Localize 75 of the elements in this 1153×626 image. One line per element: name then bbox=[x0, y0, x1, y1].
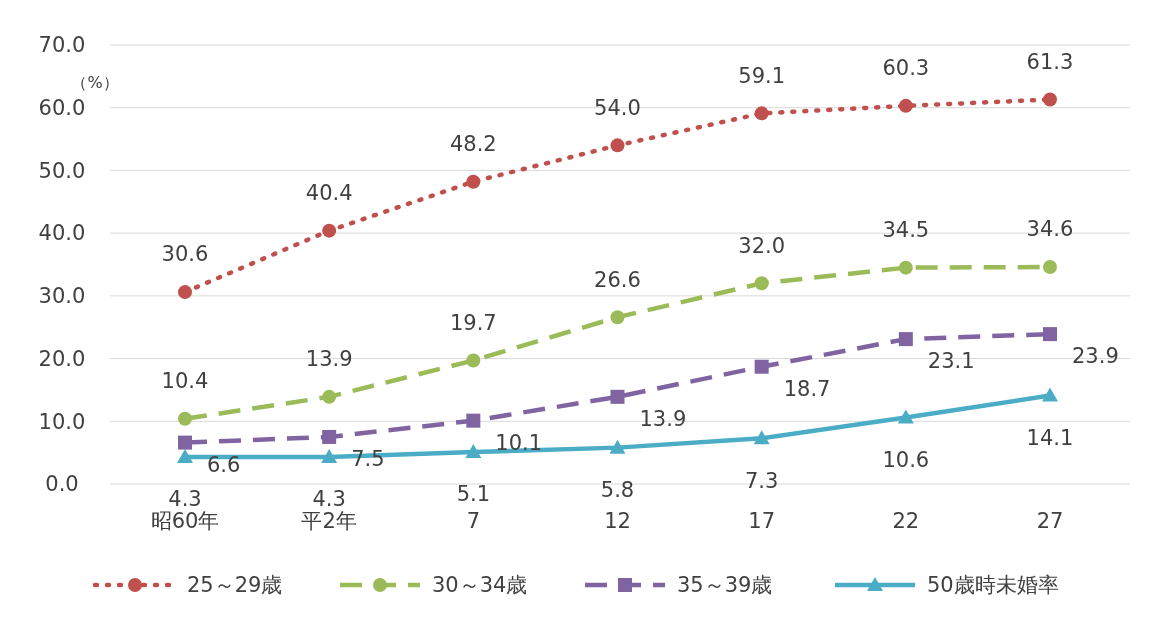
x-tick-label: 27 bbox=[1036, 509, 1064, 533]
data-label: 18.7 bbox=[783, 377, 831, 402]
point bbox=[898, 98, 913, 113]
legend-label: 25～29歳 bbox=[187, 573, 283, 598]
point bbox=[1043, 327, 1057, 342]
data-label: 10.4 bbox=[161, 369, 209, 394]
point bbox=[466, 353, 481, 368]
legend-label: 35～39歳 bbox=[677, 573, 773, 598]
data-label: 32.0 bbox=[738, 233, 786, 258]
legend-label: 50歳時未婚率 bbox=[927, 573, 1059, 598]
point bbox=[754, 106, 769, 121]
point bbox=[898, 260, 913, 275]
point bbox=[322, 389, 337, 404]
data-label: 26.6 bbox=[594, 267, 641, 292]
point bbox=[466, 174, 481, 189]
data-label: 4.3 bbox=[168, 487, 202, 512]
x-tick-label: 昭60年 bbox=[150, 509, 220, 533]
point bbox=[1043, 92, 1057, 107]
legend-label: 30～34歳 bbox=[432, 573, 528, 598]
point bbox=[321, 449, 338, 464]
x-tick-label: 平2年 bbox=[301, 509, 357, 533]
y-tick-label: 60.0 bbox=[38, 96, 86, 121]
data-label: 10.1 bbox=[495, 431, 543, 456]
y-tick-label: 40.0 bbox=[38, 221, 86, 246]
data-label: 5.1 bbox=[456, 482, 491, 507]
point bbox=[177, 449, 193, 464]
point bbox=[609, 439, 626, 454]
data-label: 13.9 bbox=[639, 407, 687, 432]
data-label: 30.6 bbox=[161, 242, 209, 267]
point bbox=[754, 276, 769, 291]
x-tick-label: 7 bbox=[466, 509, 481, 533]
y-tick-label: 50.0 bbox=[38, 158, 86, 183]
point bbox=[897, 409, 914, 424]
data-label: 10.6 bbox=[882, 447, 930, 472]
point bbox=[610, 310, 625, 325]
point bbox=[178, 411, 192, 426]
x-tick-label: 17 bbox=[748, 509, 776, 533]
x-tick-label: 12 bbox=[604, 509, 631, 533]
data-label: 54.0 bbox=[594, 95, 641, 120]
x-tick-label: 22 bbox=[892, 509, 920, 533]
y-tick-label: 20.0 bbox=[38, 346, 86, 371]
data-label: 6.6 bbox=[207, 452, 241, 477]
point bbox=[466, 413, 481, 428]
point bbox=[610, 389, 625, 404]
data-label: 4.3 bbox=[312, 487, 346, 512]
y-tick-label: 0.0 bbox=[45, 472, 79, 497]
data-label: 7.3 bbox=[744, 468, 779, 493]
data-label: 5.8 bbox=[600, 477, 635, 502]
y-tick-label: 70.0 bbox=[38, 33, 86, 58]
point bbox=[178, 285, 192, 300]
data-label: 34.5 bbox=[882, 217, 930, 242]
y-tick-label: 30.0 bbox=[38, 284, 86, 309]
data-label: 19.7 bbox=[449, 310, 497, 335]
data-label: 13.9 bbox=[305, 347, 353, 372]
data-label: 48.2 bbox=[449, 132, 497, 157]
data-label: 14.1 bbox=[1026, 425, 1074, 450]
point bbox=[1043, 260, 1057, 275]
data-label: 60.3 bbox=[882, 56, 930, 81]
point bbox=[753, 430, 770, 445]
point bbox=[610, 138, 625, 153]
y-tick-label: 10.0 bbox=[38, 409, 86, 434]
point bbox=[754, 359, 769, 374]
data-label: 34.6 bbox=[1026, 217, 1074, 242]
point bbox=[178, 435, 192, 450]
data-label: 23.9 bbox=[1072, 344, 1119, 369]
point bbox=[322, 223, 337, 238]
y-axis-title: （%） bbox=[71, 73, 119, 92]
data-label: 59.1 bbox=[738, 63, 786, 88]
point bbox=[1042, 387, 1058, 402]
point bbox=[465, 444, 482, 459]
point bbox=[322, 429, 337, 444]
data-label: 40.4 bbox=[305, 180, 353, 205]
data-label: 23.1 bbox=[927, 349, 975, 374]
data-label: 61.3 bbox=[1026, 49, 1074, 74]
point bbox=[898, 332, 913, 347]
